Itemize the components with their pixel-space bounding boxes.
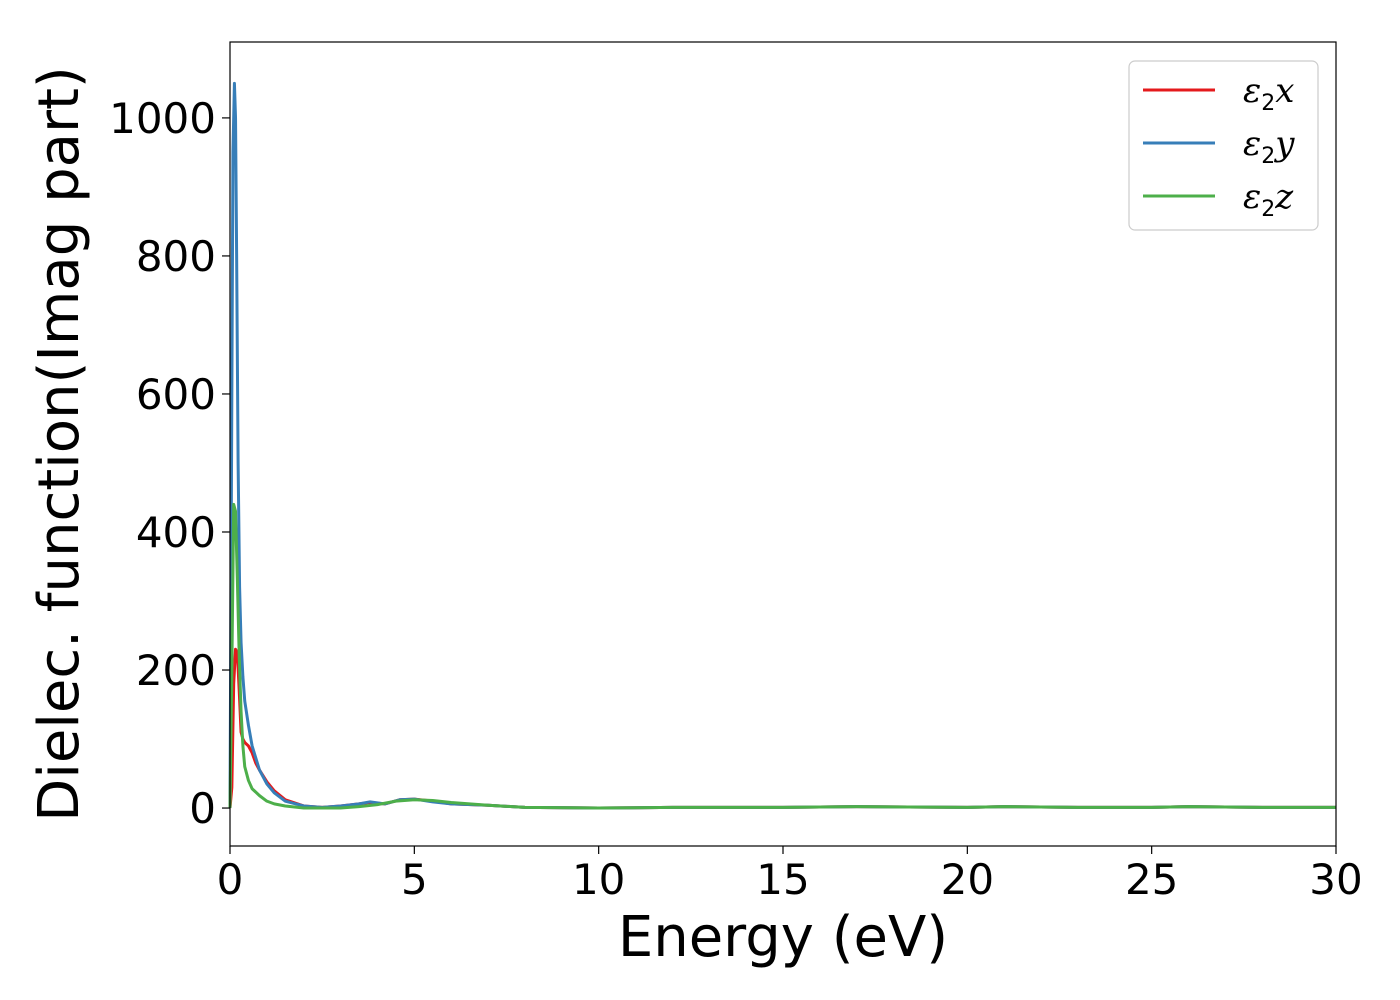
y-tick-label: 200 bbox=[136, 646, 216, 695]
legend: ε2x ε2y ε2z bbox=[1128, 60, 1319, 231]
legend-item-x: ε2x bbox=[1143, 71, 1294, 116]
x-tick-label: 20 bbox=[941, 855, 994, 904]
legend-item-z: ε2z bbox=[1143, 177, 1294, 222]
y-axis-label: Dielec. function(Imag part) bbox=[27, 66, 92, 822]
x-tick-label: 15 bbox=[756, 855, 809, 904]
x-tick-label: 25 bbox=[1125, 855, 1178, 904]
x-tick-label: 10 bbox=[572, 855, 625, 904]
x-axis-ticks: 0 5 10 15 20 25 30 bbox=[217, 846, 1363, 904]
x-tick-label: 0 bbox=[217, 855, 244, 904]
y-tick-label: 800 bbox=[136, 232, 216, 281]
y-tick-label: 400 bbox=[136, 508, 216, 557]
legend-box bbox=[1128, 60, 1319, 231]
legend-label: ε2y bbox=[1243, 124, 1295, 169]
y-tick-label: 600 bbox=[136, 370, 216, 419]
y-tick-label: 0 bbox=[189, 784, 216, 833]
x-tick-label: 5 bbox=[401, 855, 428, 904]
y-axis-ticks: 0 200 400 600 800 1000 bbox=[109, 94, 230, 833]
y-tick-label: 1000 bbox=[109, 94, 216, 143]
legend-label: ε2x bbox=[1243, 71, 1294, 116]
x-tick-label: 30 bbox=[1309, 855, 1362, 904]
series-line-z bbox=[228, 502, 1336, 810]
legend-item-y: ε2y bbox=[1143, 124, 1295, 169]
legend-label: ε2z bbox=[1243, 177, 1294, 222]
series-layer bbox=[228, 81, 1336, 810]
series-line-x bbox=[228, 647, 1336, 810]
x-axis-label: Energy (eV) bbox=[618, 905, 948, 970]
